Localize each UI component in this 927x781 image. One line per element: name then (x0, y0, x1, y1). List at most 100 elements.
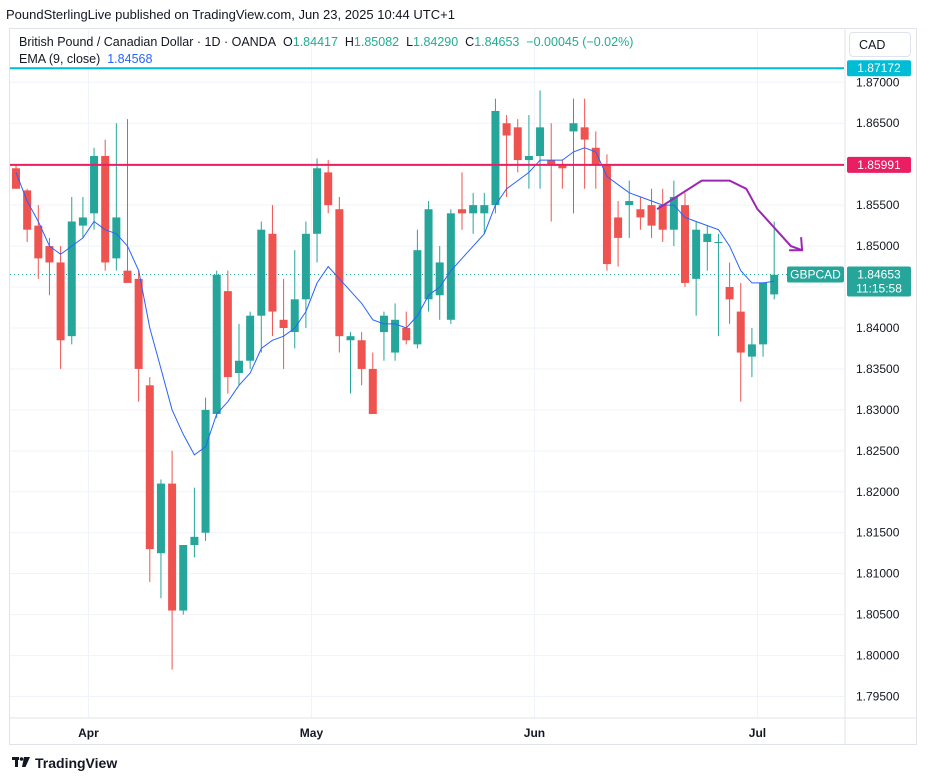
candle-up (446, 213, 455, 320)
symbol-tag: GBPCAD (790, 268, 841, 282)
footer-brand: TradingView (35, 755, 118, 771)
y-tick-label: 1.86500 (856, 116, 900, 130)
candle-up (112, 217, 121, 259)
candle-up (179, 545, 188, 611)
candle-down (357, 340, 366, 369)
symbol-name: British Pound / Canadian Dollar · 1D · O… (19, 35, 277, 49)
candle-down (647, 205, 656, 226)
candle-down (368, 368, 377, 414)
candle-up (703, 233, 712, 242)
candle-up (235, 360, 243, 374)
y-tick-label: 1.81000 (856, 567, 900, 581)
candle-up (569, 123, 578, 132)
close-label: C (465, 35, 475, 49)
candle-down (580, 127, 589, 140)
tradingview-logo-icon (12, 757, 30, 769)
candle-down (279, 319, 288, 328)
symbol-tag-bg (787, 266, 844, 283)
level-price-tag (847, 156, 911, 173)
last-price-label: 1.84653 (857, 268, 901, 282)
y-tick-label: 1.82000 (856, 485, 900, 499)
candle-up (313, 168, 322, 234)
chart-frame (9, 28, 917, 745)
candle-up (67, 221, 76, 337)
candle-up (290, 299, 299, 333)
candle-down (725, 287, 734, 300)
candle-up (625, 201, 634, 206)
y-tick-label: 1.82500 (856, 444, 900, 458)
candle-down (591, 147, 600, 165)
candle-up (246, 315, 255, 361)
candle-down (23, 190, 32, 230)
candle-up (747, 344, 756, 357)
candle-down (223, 291, 232, 378)
candle-up (301, 233, 310, 300)
candle-down (12, 168, 20, 189)
candle-down (502, 123, 511, 136)
y-tick-label: 1.84000 (856, 321, 900, 335)
tradingview-footer: TradingView (12, 755, 117, 771)
candle-down (681, 205, 689, 283)
level-price-tag (847, 60, 911, 77)
candle-up (692, 229, 701, 279)
last-price-tag (847, 266, 911, 297)
candle-down (324, 172, 333, 206)
candle-up (156, 483, 165, 554)
y-tick-label: 1.85000 (856, 239, 900, 253)
x-tick-label: Apr (78, 726, 99, 740)
candle-up (346, 336, 355, 341)
candle-up (190, 536, 199, 546)
candle-up (536, 127, 545, 156)
candle-down (268, 233, 277, 312)
candle-up (413, 250, 422, 345)
low-label: L (406, 35, 414, 49)
high-value: 1.85082 (353, 35, 400, 49)
ema-value: 1.84568 (107, 52, 153, 66)
candle-down (736, 311, 745, 353)
candle-down (458, 209, 466, 214)
candle-up (524, 155, 533, 161)
candle-down (123, 270, 132, 283)
level-price-label: 1.85991 (857, 158, 901, 172)
y-tick-label: 1.83500 (856, 362, 900, 376)
candle-up (212, 274, 221, 414)
candle-down (45, 246, 54, 263)
y-tick-label: 1.87000 (856, 75, 900, 89)
candle-down (34, 225, 43, 259)
change-value: −0.00045 (−0.02%) (526, 35, 634, 49)
candle-up (770, 274, 779, 295)
ema-line (15, 147, 775, 456)
candle-up (391, 319, 400, 353)
candle-up (424, 209, 433, 300)
currency-button[interactable]: CAD (849, 32, 911, 57)
candle-down (658, 205, 667, 230)
candle-down (335, 209, 344, 337)
candle-up (759, 282, 768, 345)
ema-legend: EMA (9, close) 1.84568 (19, 52, 152, 66)
x-tick-label: May (300, 726, 324, 740)
candle-down (134, 278, 143, 369)
y-tick-label: 1.80000 (856, 649, 900, 663)
candle-down (513, 127, 522, 161)
ema-label: EMA (9, close) (19, 52, 101, 66)
level-price-label: 1.87172 (857, 61, 901, 75)
y-tick-label: 1.79500 (856, 690, 900, 704)
candle-down (558, 164, 567, 169)
annotation-arrow-line (656, 179, 803, 252)
annotation-arrowhead (789, 237, 804, 252)
y-tick-label: 1.83000 (856, 403, 900, 417)
candle-down (614, 217, 623, 238)
candle-up (257, 229, 266, 316)
candle-down (145, 385, 154, 550)
open-value: 1.84417 (292, 35, 338, 49)
low-value: 1.84290 (413, 35, 459, 49)
candle-up (201, 409, 210, 533)
high-label: H (344, 35, 354, 49)
candle-up (435, 262, 444, 296)
x-tick-label: Jun (524, 726, 545, 740)
candle-down (168, 483, 177, 611)
candle-up (714, 241, 723, 243)
y-tick-label: 1.80500 (856, 608, 900, 622)
candle-up (78, 217, 87, 226)
